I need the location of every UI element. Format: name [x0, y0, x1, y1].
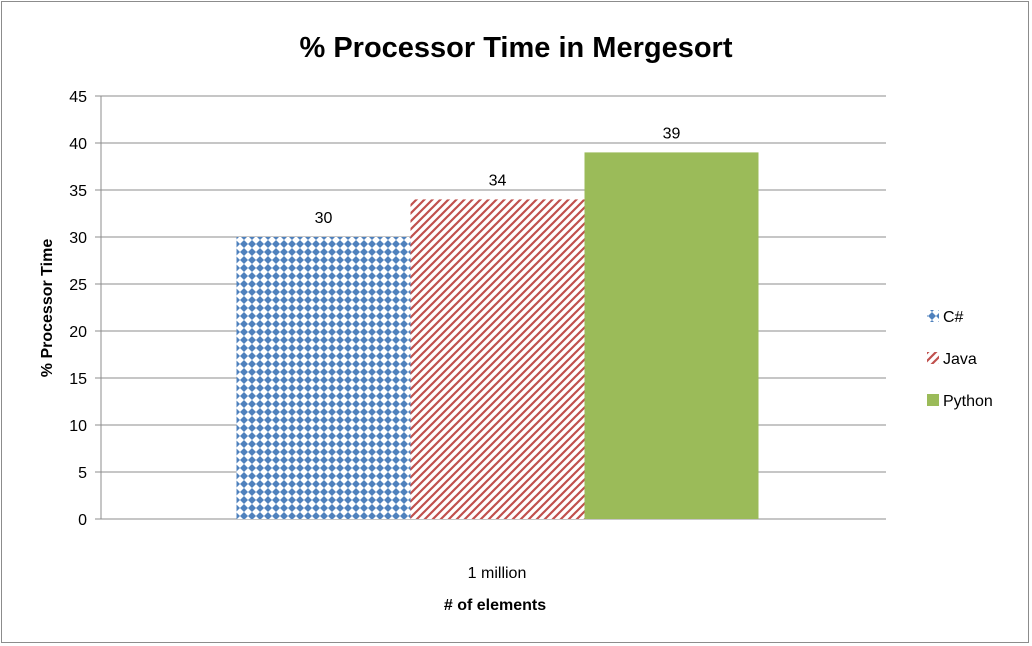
legend-swatch-python [927, 394, 939, 406]
y-tick-label: 35 [69, 183, 87, 200]
y-axis-title: % Processor Time [39, 239, 56, 378]
bars [236, 152, 759, 519]
legend-swatch-c- [927, 310, 939, 322]
legend: C# Java Python [927, 309, 993, 410]
data-label-java: 34 [489, 172, 507, 189]
bar-python [584, 152, 759, 519]
legend-swatch-java [927, 352, 939, 364]
y-tick-label: 30 [69, 230, 87, 247]
x-axis-title: # of elements [444, 597, 546, 614]
y-tick-label: 25 [69, 277, 87, 294]
bar-c- [236, 237, 411, 519]
x-tick-label: 1 million [468, 565, 527, 582]
y-tick-label: 10 [69, 418, 87, 435]
data-labels: 30 34 39 [315, 125, 681, 227]
y-tick-label: 40 [69, 136, 87, 153]
y-tick-label: 5 [78, 465, 87, 482]
y-tick-labels: 0 5 10 15 20 25 30 35 40 45 [69, 89, 87, 529]
chart-title: % Processor Time in Mergesort [299, 32, 732, 64]
data-label-c-: 30 [315, 210, 333, 227]
y-tick-label: 15 [69, 371, 87, 388]
legend-label: Python [943, 393, 993, 410]
bar-java [410, 199, 585, 519]
y-tick-label: 45 [69, 89, 87, 106]
legend-label: C# [943, 309, 964, 326]
y-tick-label: 0 [78, 512, 87, 529]
data-label-python: 39 [663, 125, 681, 142]
y-tick-label: 20 [69, 324, 87, 341]
legend-label: Java [943, 351, 977, 368]
